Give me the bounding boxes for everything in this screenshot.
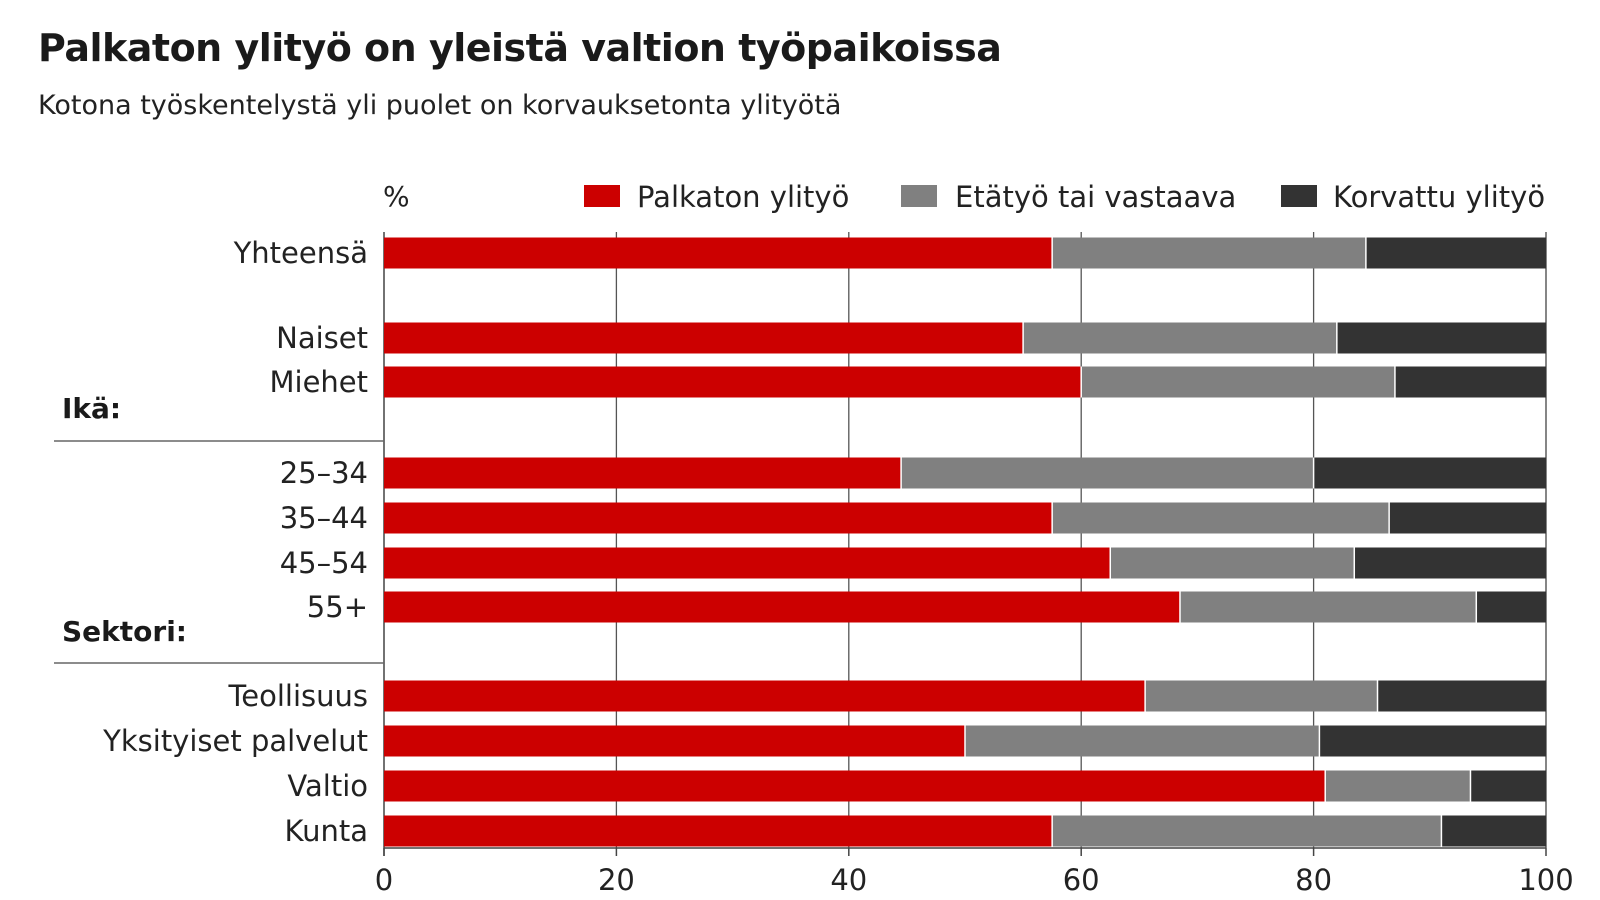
bar-segment: [1052, 815, 1442, 847]
legend-label: Palkaton ylityö: [637, 180, 849, 214]
legend-swatch: [901, 185, 937, 207]
bar-segment: [384, 237, 1053, 269]
bar-segment: [384, 591, 1180, 623]
bar-segment: [1476, 591, 1546, 623]
bar-segment: [384, 770, 1326, 802]
legend-swatch: [584, 185, 620, 207]
category-label: Valtio: [287, 769, 368, 803]
bar-segment: [1470, 770, 1546, 802]
x-tick-label: 40: [830, 863, 867, 897]
bar-segment: [384, 815, 1053, 847]
bar-segment: [1052, 502, 1390, 534]
bar-segment: [384, 322, 1024, 354]
group-label: Ikä:: [62, 392, 121, 425]
legend-label: Etätyö tai vastaava: [955, 180, 1236, 214]
bar-segment: [1365, 237, 1546, 269]
category-label: 25–34: [280, 456, 368, 490]
bar-segment: [384, 457, 902, 489]
category-label: Teollisuus: [227, 679, 368, 713]
bar-segment: [384, 366, 1082, 398]
bar-segment: [1377, 680, 1546, 712]
bar-segment: [1179, 591, 1477, 623]
bar-segment: [1313, 457, 1546, 489]
category-label: 45–54: [280, 546, 368, 580]
bar-segment: [1354, 547, 1546, 579]
bar-segment: [901, 457, 1314, 489]
x-tick-label: 60: [1063, 863, 1100, 897]
category-label: Kunta: [285, 814, 368, 848]
category-label: 35–44: [280, 501, 368, 535]
bar-segment: [1441, 815, 1546, 847]
chart-title: Palkaton ylityö on yleistä valtion työpa…: [38, 26, 1002, 70]
bar-segment: [1319, 725, 1546, 757]
legend-swatch: [1281, 185, 1317, 207]
category-label: 55+: [307, 590, 368, 624]
bar-segment: [965, 725, 1320, 757]
bar-segment: [384, 547, 1111, 579]
group-label: Sektori:: [62, 615, 187, 648]
bar-segment: [1081, 366, 1395, 398]
legend-label: Korvattu ylityö: [1333, 180, 1545, 214]
bar-segment: [1023, 322, 1337, 354]
bar-segment: [384, 680, 1146, 712]
category-label: Yhteensä: [233, 236, 368, 270]
bar-segment: [384, 725, 965, 757]
x-tick-label: 80: [1295, 863, 1332, 897]
bar-segment: [1325, 770, 1471, 802]
bar-segment: [1145, 680, 1378, 712]
category-label: Yksityiset palvelut: [102, 724, 368, 758]
bar-segment: [1389, 502, 1546, 534]
x-tick-label: 100: [1518, 863, 1573, 897]
bar-segment: [384, 502, 1053, 534]
unit-label: %: [383, 180, 410, 213]
x-tick-label: 0: [375, 863, 393, 897]
bar-segment: [1052, 237, 1366, 269]
bar-segment: [1110, 547, 1355, 579]
x-tick-label: 20: [598, 863, 635, 897]
bar-segment: [1336, 322, 1546, 354]
category-label: Miehet: [269, 365, 368, 399]
category-label: Naiset: [276, 321, 368, 355]
chart-subtitle: Kotona työskentelystä yli puolet on korv…: [38, 90, 842, 121]
bar-segment: [1394, 366, 1546, 398]
